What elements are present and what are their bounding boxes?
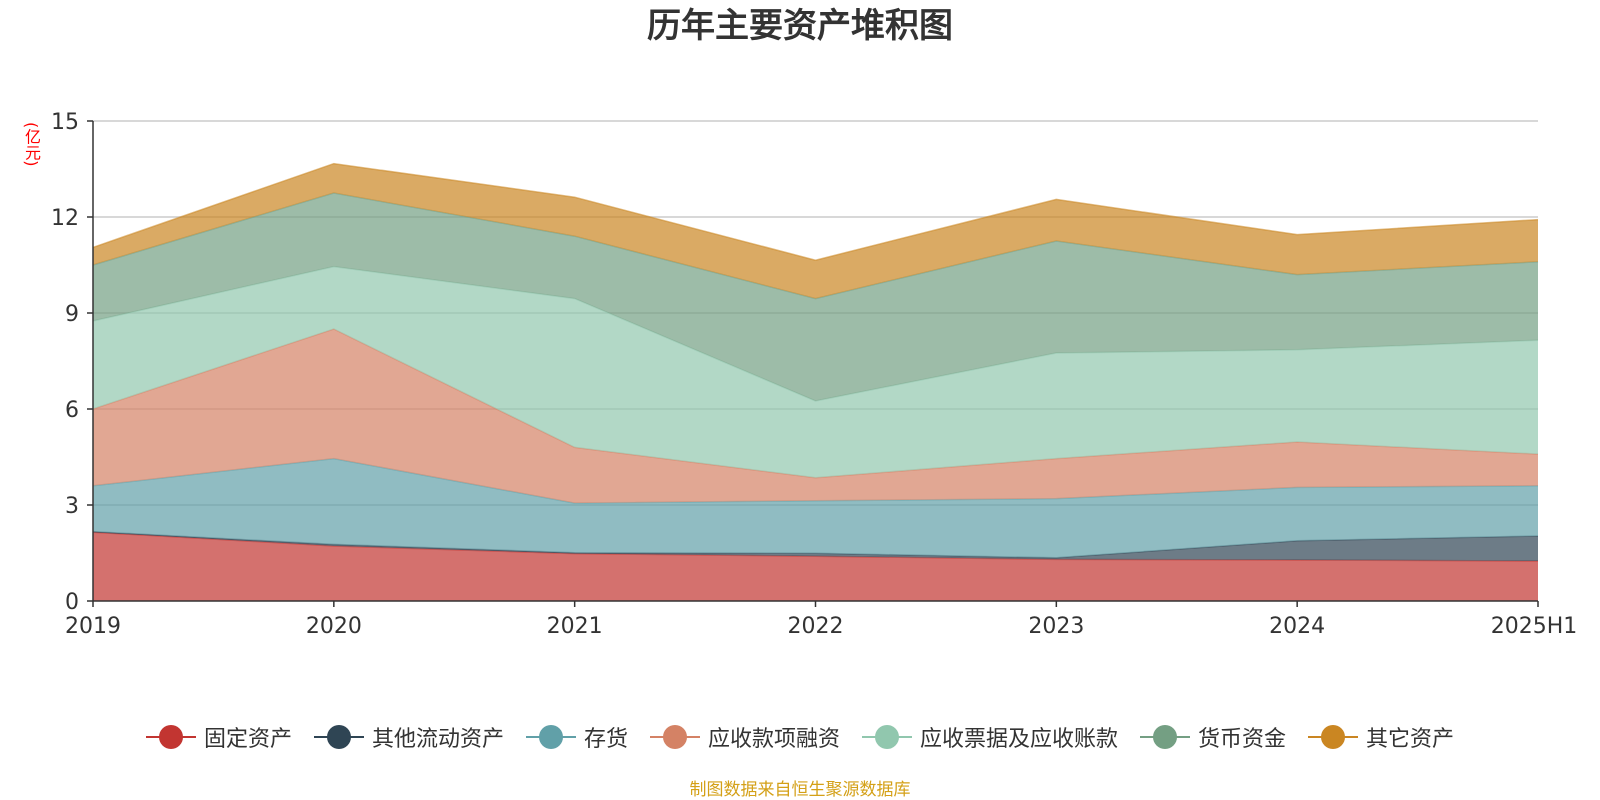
x-tick-label-2024: 2024 bbox=[1269, 614, 1325, 639]
legend-item-4[interactable]: 应收款项融资 bbox=[649, 721, 840, 753]
legend-marker-dot bbox=[538, 725, 563, 749]
legend-item-3[interactable]: 存货 bbox=[525, 721, 628, 753]
area-series-7[interactable] bbox=[93, 163, 1538, 299]
y-tick-label-15: 15 bbox=[51, 110, 79, 135]
legend-label: 存货 bbox=[583, 727, 628, 752]
x-tick-label-2020: 2020 bbox=[306, 614, 362, 639]
legend-item-2[interactable]: 其他流动资产 bbox=[313, 721, 504, 753]
legend-item-5[interactable]: 应收票据及应收账款 bbox=[862, 721, 1118, 753]
y-axis-unit-label: (亿元) bbox=[22, 122, 41, 167]
x-tick-label-2025H1: 2025H1 bbox=[1491, 614, 1578, 639]
legend-marker-icon bbox=[862, 725, 912, 749]
area-series-2[interactable] bbox=[93, 531, 1538, 561]
y-tick-label-9: 9 bbox=[65, 302, 79, 327]
legend-label: 其它资产 bbox=[1366, 727, 1455, 752]
legend-marker-dot bbox=[662, 725, 687, 749]
y-tick-label-12: 12 bbox=[51, 206, 79, 231]
x-tick-label-2019: 2019 bbox=[65, 614, 121, 639]
axes: 0 3 6 9 12 15 2019 2020 2021 2022 2023 2024 2025H1 bbox=[51, 110, 1577, 639]
legend-label: 货币资金 bbox=[1198, 727, 1287, 752]
x-tick-label-2023: 2023 bbox=[1028, 614, 1084, 639]
y-tick-label-3: 3 bbox=[65, 494, 79, 519]
x-tick-label-2021: 2021 bbox=[547, 614, 603, 639]
y-tick-label-6: 6 bbox=[65, 398, 79, 423]
area-series bbox=[92, 162, 1539, 601]
legend-marker-icon bbox=[525, 725, 576, 749]
chart-title: 历年主要资产堆积图 bbox=[647, 6, 953, 46]
legend-label: 其他流动资产 bbox=[371, 727, 504, 752]
legend-item-6[interactable]: 货币资金 bbox=[1140, 721, 1286, 753]
area-series-3[interactable] bbox=[93, 458, 1538, 558]
series-line-7 bbox=[92, 162, 1539, 261]
data-source-note: 制图数据来自恒生聚源数据库 bbox=[689, 780, 911, 800]
stacked-area-chart: 0 3 6 9 12 15 2019 2020 2021 2022 2023 2024 2025H1 bbox=[51, 110, 1577, 639]
legend-marker-dot bbox=[1321, 725, 1346, 749]
legend-label: 应收票据及应收账款 bbox=[920, 727, 1119, 752]
legend-marker-icon bbox=[1140, 725, 1191, 749]
legend-marker-icon bbox=[313, 725, 364, 749]
legend-marker-dot bbox=[326, 725, 351, 749]
legend: 固定资产 其他流动资产 存货 应收款项融资 应收票据及应收账款 货币资金 其它资产 bbox=[0, 720, 1600, 754]
legend-item-7[interactable]: 其它资产 bbox=[1308, 721, 1454, 753]
y-tick-label-0: 0 bbox=[65, 590, 79, 615]
legend-marker-icon bbox=[1308, 725, 1359, 749]
legend-marker-icon bbox=[145, 725, 196, 749]
legend-label: 应收款项融资 bbox=[707, 727, 840, 752]
legend-item-1[interactable]: 固定资产 bbox=[145, 721, 292, 753]
legend-marker-dot bbox=[158, 725, 183, 749]
legend-marker-dot bbox=[1153, 725, 1178, 749]
area-series-4[interactable] bbox=[93, 329, 1538, 504]
x-tick-label-2022: 2022 bbox=[788, 614, 844, 639]
legend-marker-dot bbox=[875, 725, 899, 749]
area-series-1[interactable] bbox=[93, 532, 1538, 601]
legend-marker-icon bbox=[649, 725, 700, 749]
legend-label: 固定资产 bbox=[203, 727, 292, 752]
area-series-5[interactable] bbox=[93, 266, 1538, 478]
area-series-6[interactable] bbox=[93, 193, 1538, 401]
